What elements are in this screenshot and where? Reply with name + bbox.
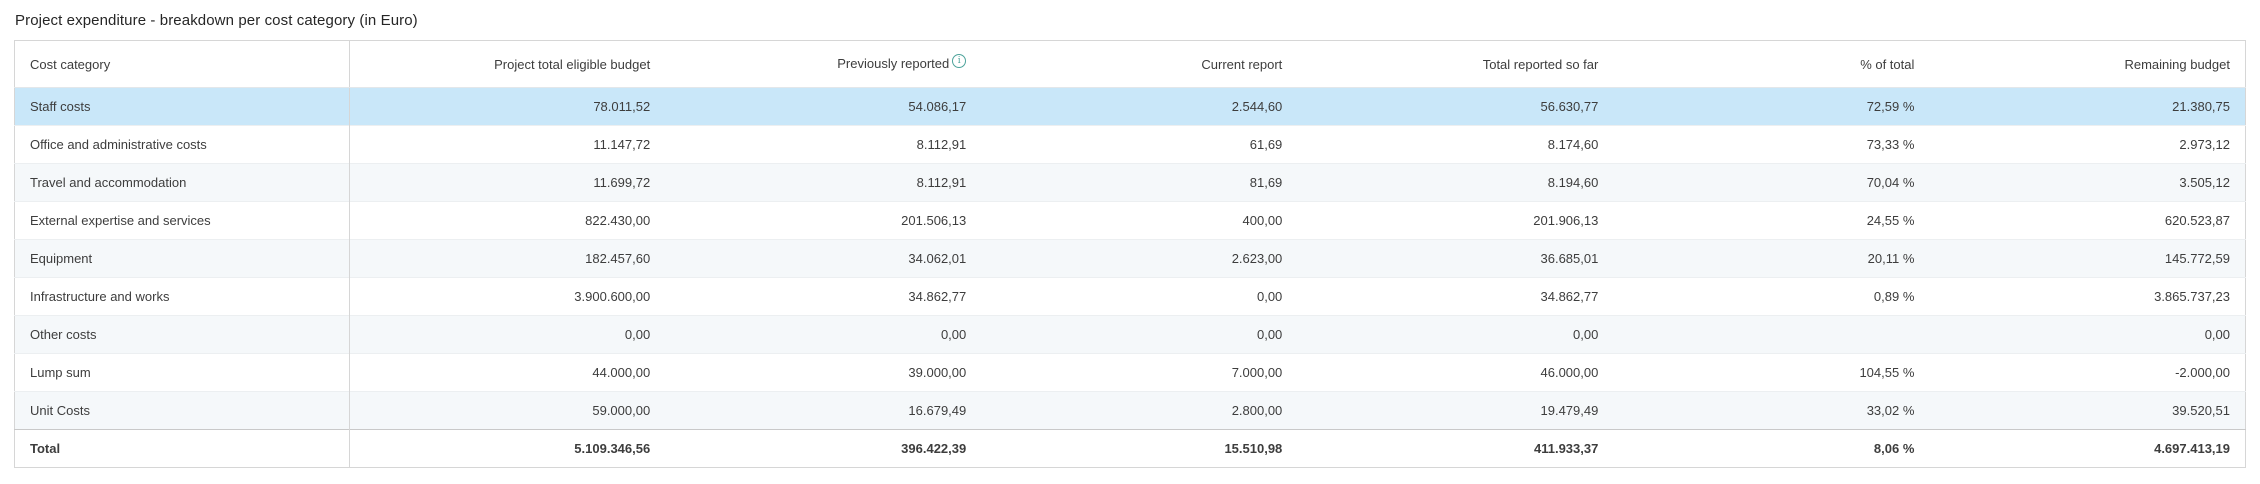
table-row[interactable]: Office and administrative costs 11.147,7… (14, 125, 2246, 164)
cell-previously-reported: 34.862,77 (908, 289, 967, 304)
cell-remaining-budget: 0,00 (2204, 327, 2230, 342)
table-row[interactable]: Infrastructure and works 3.900.600,00 34… (14, 277, 2246, 316)
cell-total-reported: 46.000,00 (1540, 365, 1599, 380)
header-eligible-budget: Project total eligible budget (349, 40, 666, 88)
cell-eligible-budget: 11.147,72 (593, 137, 651, 152)
cell-previously-reported: 8.112,91 (916, 137, 967, 152)
cell-pct-of-total: 24,55 % (1866, 213, 1915, 228)
cell-category: Total (14, 429, 350, 468)
cell-eligible-budget: 3.900.600,00 (574, 289, 651, 304)
cell-category: Infrastructure and works (14, 277, 350, 316)
cell-previously-reported: 54.086,17 (908, 99, 967, 114)
cell-category: Lump sum (14, 353, 350, 392)
cell-pct-of-total: 104,55 % (1859, 365, 1915, 380)
cell-total-reported: 411.933,37 (1533, 441, 1599, 456)
cell-total-reported: 56.630,77 (1540, 99, 1599, 114)
cell-previously-reported: 39.000,00 (908, 365, 967, 380)
header-previously-reported: Previously reported i (665, 40, 982, 88)
cell-remaining-budget: 2.973,12 (2179, 137, 2230, 152)
cell-total-reported: 19.479,49 (1540, 403, 1599, 418)
header-current-report: Current report (981, 40, 1298, 88)
cell-total-reported: 8.174,60 (1547, 137, 1599, 152)
table-header: Cost category Project total eligible bud… (14, 40, 2246, 88)
cell-pct-of-total: 72,59 % (1866, 99, 1915, 114)
cell-eligible-budget: 822.430,00 (585, 213, 651, 228)
cell-eligible-budget: 59.000,00 (592, 403, 651, 418)
header-total-reported: Total reported so far (1297, 40, 1614, 88)
cell-previously-reported: 396.422,39 (901, 441, 967, 456)
cell-eligible-budget: 182.457,60 (585, 251, 651, 266)
header-cost-category: Cost category (14, 40, 350, 88)
cell-remaining-budget: -2.000,00 (2175, 365, 2230, 380)
cell-previously-reported: 34.062,01 (908, 251, 967, 266)
table-row[interactable]: Unit Costs 59.000,00 16.679,49 2.800,00 … (14, 391, 2246, 430)
cell-remaining-budget: 620.523,87 (2164, 213, 2230, 228)
cell-pct-of-total: 8,06 % (1873, 441, 1915, 456)
cell-total-reported: 0,00 (1573, 327, 1599, 342)
cell-pct-of-total (1613, 316, 1929, 354)
header-pct-of-total: % of total (1613, 40, 1930, 88)
cell-category: Equipment (14, 239, 350, 278)
cell-category: Office and administrative costs (14, 125, 350, 164)
cell-current-report: 2.544,60 (1231, 99, 1283, 114)
cell-previously-reported: 16.679,49 (908, 403, 967, 418)
table-total-row: Total 5.109.346,56 396.422,39 15.510,98 … (14, 429, 2246, 468)
cell-total-reported: 36.685,01 (1540, 251, 1599, 266)
table-row[interactable]: Other costs 0,00 0,00 0,00 0,00 0,00 (14, 315, 2246, 354)
cell-current-report: 0,00 (1256, 289, 1283, 304)
cell-remaining-budget: 3.505,12 (2179, 175, 2230, 190)
info-icon[interactable]: i (952, 53, 967, 68)
cell-previously-reported: 0,00 (940, 327, 967, 342)
table-row[interactable]: Staff costs 78.011,52 54.086,17 2.544,60… (14, 87, 2246, 126)
cell-eligible-budget: 78.011,52 (593, 99, 651, 114)
cell-remaining-budget: 3.865.737,23 (2154, 289, 2230, 304)
cell-current-report: 2.623,00 (1231, 251, 1283, 266)
cell-eligible-budget: 11.699,72 (593, 175, 651, 190)
cell-eligible-budget: 0,00 (624, 327, 651, 342)
cell-current-report: 15.510,98 (1224, 441, 1283, 456)
cell-total-reported: 34.862,77 (1540, 289, 1599, 304)
cell-eligible-budget: 44.000,00 (592, 365, 651, 380)
table-body: Staff costs 78.011,52 54.086,17 2.544,60… (14, 87, 2246, 468)
cell-pct-of-total: 0,89 % (1873, 289, 1915, 304)
cell-pct-of-total: 73,33 % (1866, 137, 1915, 152)
cell-current-report: 0,00 (1256, 327, 1283, 342)
cell-pct-of-total: 33,02 % (1866, 403, 1915, 418)
cell-remaining-budget: 39.520,51 (2172, 403, 2230, 418)
header-row: Cost category Project total eligible bud… (14, 40, 2246, 88)
cell-eligible-budget: 5.109.346,56 (574, 441, 651, 456)
cell-total-reported: 201.906,13 (1533, 213, 1599, 228)
cell-pct-of-total: 70,04 % (1866, 175, 1915, 190)
expenditure-table: Cost category Project total eligible bud… (14, 40, 2246, 468)
cell-previously-reported: 201.506,13 (901, 213, 967, 228)
cell-category: Travel and accommodation (14, 163, 350, 202)
cell-category: Staff costs (14, 87, 350, 126)
cell-current-report: 81,69 (1249, 175, 1283, 190)
cell-category: External expertise and services (14, 201, 350, 240)
cell-current-report: 7.000,00 (1231, 365, 1283, 380)
cell-current-report: 61,69 (1249, 137, 1283, 152)
cell-current-report: 2.800,00 (1231, 403, 1283, 418)
cell-remaining-budget: 4.697.413,19 (2154, 441, 2230, 456)
table-row[interactable]: Equipment 182.457,60 34.062,01 2.623,00 … (14, 239, 2246, 278)
table-row[interactable]: External expertise and services 822.430,… (14, 201, 2246, 240)
page-title: Project expenditure - breakdown per cost… (15, 12, 418, 29)
cell-current-report: 400,00 (1242, 213, 1283, 228)
cell-category: Unit Costs (14, 391, 350, 430)
cell-remaining-budget: 145.772,59 (2164, 251, 2230, 266)
cell-previously-reported: 8.112,91 (916, 175, 967, 190)
table-row[interactable]: Travel and accommodation 11.699,72 8.112… (14, 163, 2246, 202)
cell-remaining-budget: 21.380,75 (2172, 99, 2230, 114)
table-row[interactable]: Lump sum 44.000,00 39.000,00 7.000,00 46… (14, 353, 2246, 392)
cell-pct-of-total: 20,11 % (1867, 251, 1915, 266)
header-remaining-budget: Remaining budget (1929, 40, 2246, 88)
cell-total-reported: 8.194,60 (1547, 175, 1599, 190)
cell-category: Other costs (14, 315, 350, 354)
